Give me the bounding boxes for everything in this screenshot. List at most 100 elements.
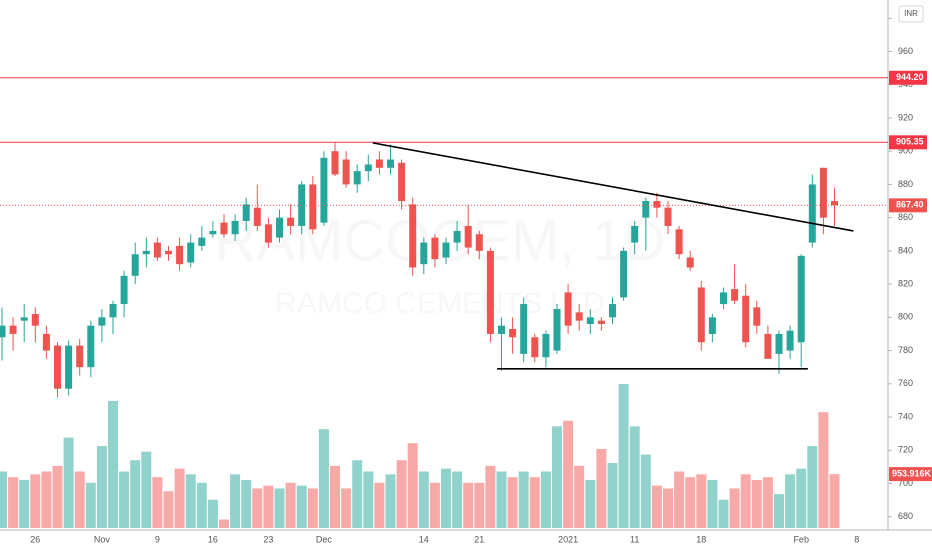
volume-bar — [385, 474, 396, 528]
candle-body — [42, 333, 50, 351]
x-tick-label: 8 — [854, 534, 859, 544]
candle-body — [54, 345, 61, 389]
candle-body — [264, 224, 272, 243]
candle-body — [664, 207, 672, 226]
candle-body — [387, 159, 394, 168]
candle-body — [309, 184, 317, 230]
candle-body — [575, 312, 583, 321]
volume-bar — [607, 463, 618, 528]
candle-body — [631, 225, 639, 243]
candle-body — [220, 222, 228, 235]
price-label-box — [889, 198, 927, 213]
volume-bar — [574, 465, 585, 528]
candle-body — [808, 184, 816, 243]
volume-bar — [540, 471, 551, 528]
volume-bar — [651, 485, 662, 528]
y-tick-label: 800 — [898, 312, 913, 322]
volume-bar — [219, 519, 229, 528]
volume-bar — [407, 443, 418, 528]
x-tick-label: 9 — [155, 534, 160, 544]
volume-bar — [341, 488, 352, 528]
volume-bar — [119, 471, 130, 528]
trend-line — [372, 142, 854, 232]
candle-body — [586, 317, 594, 324]
volume-bar — [296, 485, 307, 528]
candle-body — [242, 204, 250, 221]
candle-body — [142, 250, 150, 255]
axes: 680 700 720 740 760 780 800 820 840 860 880 900 920 9… — [30, 13, 932, 544]
volume-bar — [141, 451, 152, 528]
currency-box[interactable] — [898, 5, 924, 23]
candle-body — [620, 250, 628, 298]
volume-bar — [330, 465, 340, 528]
volume-bar — [785, 474, 796, 528]
volume-bar — [285, 482, 296, 528]
candle-body — [420, 242, 428, 265]
candle-body — [720, 292, 727, 305]
volume-bar — [396, 460, 407, 528]
volume-bar — [230, 474, 241, 528]
price-label: 905.35 — [896, 137, 924, 147]
volume-bar — [640, 454, 651, 528]
candle-body — [76, 345, 84, 368]
volume-bar — [429, 482, 440, 528]
candle-body — [553, 309, 561, 351]
volume-bar — [685, 477, 696, 528]
candle-body — [231, 220, 239, 235]
candle-body — [764, 333, 772, 359]
candle-body — [187, 242, 195, 263]
marks — [0, 77, 888, 528]
candle-body — [153, 242, 161, 258]
volume-bar — [774, 494, 784, 528]
volume-bar — [629, 426, 640, 528]
candle-body — [109, 304, 117, 318]
volume-bar — [363, 471, 374, 528]
candle-body — [98, 317, 106, 326]
volume-bar — [96, 446, 107, 528]
candle-body — [20, 317, 28, 321]
volume-bar — [729, 488, 740, 528]
y-tick-label: 700 — [898, 478, 913, 488]
candle-body — [675, 229, 683, 255]
volume-bar — [674, 471, 685, 528]
y-tick-label: 880 — [898, 179, 913, 189]
candle-body — [287, 217, 295, 226]
volume-bar — [185, 474, 196, 528]
candle-body — [165, 250, 172, 255]
volume-bar — [441, 468, 451, 528]
volume-bar — [152, 477, 163, 528]
y-tick-label: 900 — [898, 146, 913, 156]
volume-bar — [74, 471, 85, 528]
candle-body — [431, 237, 439, 260]
volume-bar — [796, 468, 807, 528]
volume-bar — [41, 471, 52, 528]
volume-bar — [418, 471, 429, 528]
volume-bar — [63, 437, 74, 528]
volume-bar — [529, 477, 540, 528]
volume-bar — [52, 465, 63, 528]
x-tick-label: Nov — [94, 534, 111, 544]
candle-body — [686, 257, 694, 268]
candle-body — [731, 289, 739, 301]
candle-body — [653, 201, 661, 208]
candle-body — [831, 201, 838, 206]
volume-bar — [452, 471, 463, 528]
candle-body — [597, 320, 605, 324]
volume-bar — [585, 479, 596, 528]
volume-bar — [496, 471, 507, 528]
volume-label-box — [889, 467, 932, 482]
price-label: 867.40 — [896, 200, 924, 210]
volume-bar — [552, 426, 562, 528]
candle-body — [509, 328, 517, 338]
x-tick-label: 18 — [696, 534, 706, 544]
volume-bar — [252, 488, 263, 528]
candle-body — [442, 242, 450, 258]
x-tick-label: 21 — [474, 534, 484, 544]
candle-body — [342, 159, 350, 185]
volume-bar — [163, 491, 174, 528]
volume-bar — [8, 477, 19, 528]
y-tick-label: 840 — [898, 245, 913, 255]
volume-bar — [618, 383, 629, 528]
candle-body — [398, 162, 406, 202]
candle-body — [464, 225, 472, 248]
